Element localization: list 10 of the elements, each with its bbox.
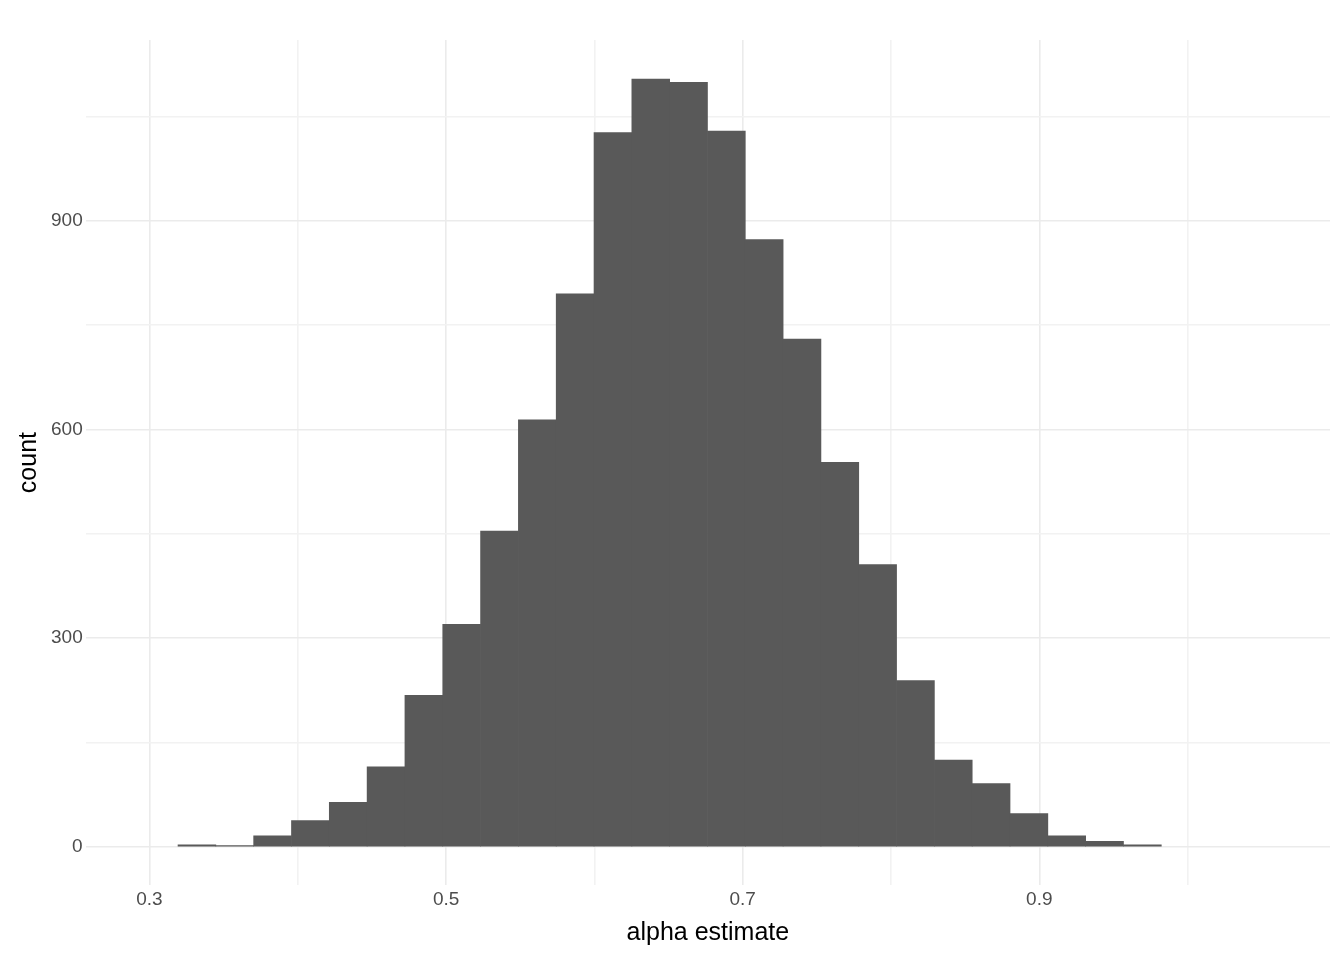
x-tick-label: 0.5 <box>432 887 460 909</box>
y-tick-label: 0 <box>72 835 83 857</box>
x-axis-title: alpha estimate <box>626 916 790 945</box>
y-tick-label: 600 <box>51 417 83 439</box>
x-tick-label: 0.9 <box>1026 887 1053 909</box>
y-tick-label: 900 <box>51 209 83 231</box>
y-axis-title: count <box>12 431 41 494</box>
x-tick-label: 0.7 <box>729 887 756 909</box>
y-tick-label: 300 <box>51 626 83 648</box>
x-tick-label: 0.3 <box>136 887 163 909</box>
